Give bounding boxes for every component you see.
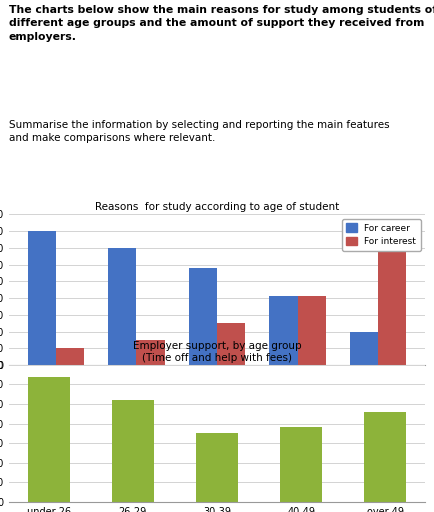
Bar <box>217 323 245 365</box>
Bar <box>270 296 298 365</box>
Title: Employer support, by age group
(Time off and help with fees): Employer support, by age group (Time off… <box>133 341 301 363</box>
Bar <box>28 231 56 365</box>
Bar <box>280 428 322 502</box>
Bar <box>28 377 70 502</box>
Title: Reasons  for study according to age of student: Reasons for study according to age of st… <box>95 202 339 212</box>
Bar <box>378 248 406 365</box>
Bar <box>136 340 164 365</box>
Bar <box>298 296 326 365</box>
Bar <box>56 348 84 365</box>
Text: Summarise the information by selecting and reporting the main features
and make : Summarise the information by selecting a… <box>9 120 389 143</box>
Bar <box>189 268 217 365</box>
Bar <box>350 331 378 365</box>
Text: The charts below show the main reasons for study among students of
different age: The charts below show the main reasons f… <box>9 5 434 41</box>
Legend: For career, For interest: For career, For interest <box>342 219 421 251</box>
Bar <box>112 400 154 502</box>
Bar <box>364 412 406 502</box>
Bar <box>196 433 238 502</box>
Bar <box>108 248 136 365</box>
